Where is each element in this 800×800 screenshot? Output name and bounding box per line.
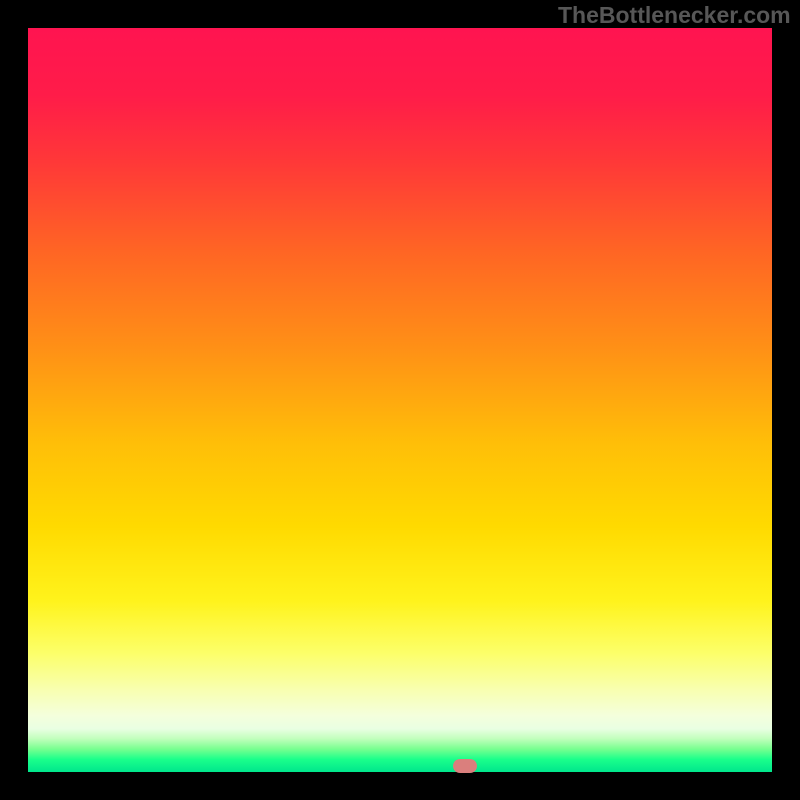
heatmap-gradient <box>28 28 772 772</box>
watermark-text: TheBottlenecker.com <box>558 2 791 29</box>
plot-area <box>28 28 772 772</box>
bottleneck-marker <box>453 759 477 773</box>
